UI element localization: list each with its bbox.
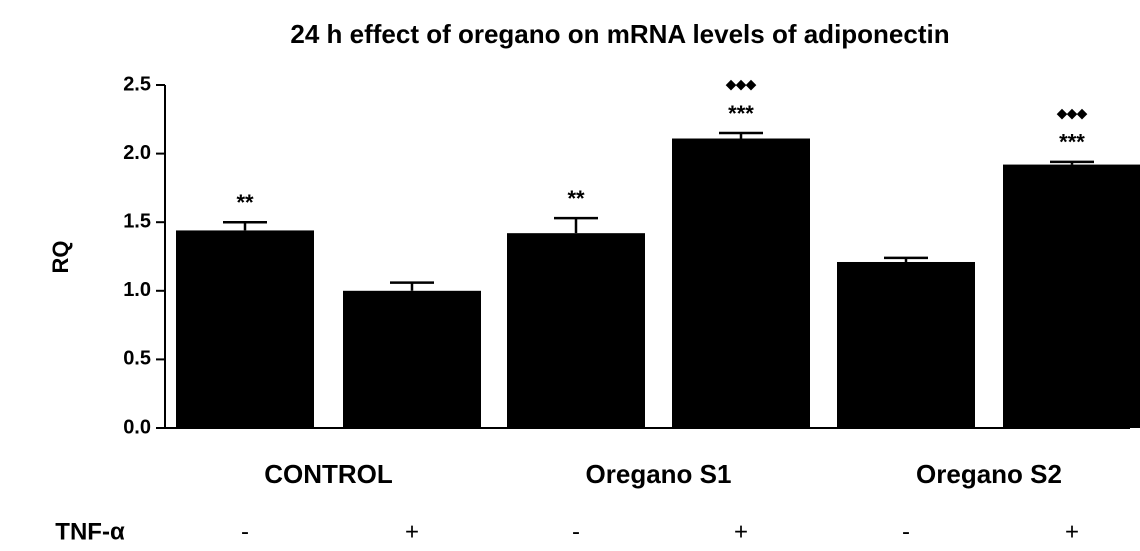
significance-diamonds: ◆◆◆ [725,76,757,91]
significance-diamonds: ◆◆◆ [1056,105,1088,120]
x-tick-label: - [241,518,249,545]
significance-stars: ** [567,186,585,211]
error-bar [884,256,928,262]
bar [343,290,481,428]
y-tick-label: 1.0 [123,279,151,301]
bar [176,230,314,428]
error-bar [719,131,763,139]
bar [837,261,975,428]
x-tick-label: + [405,518,419,545]
bar [1003,164,1140,429]
y-tick-label: 1.5 [123,210,151,232]
x-tick-label: + [734,518,748,545]
x-tick-label: - [902,518,910,545]
significance-stars: *** [1059,130,1085,155]
group-label: CONTROL [264,459,393,489]
row-label: TNF-α [55,518,125,545]
significance-stars: ** [236,190,254,215]
group-label: Oregano S2 [916,459,1062,489]
x-tick-label: + [1065,518,1079,545]
error-bar [223,220,267,231]
y-tick-label: 0.5 [123,348,151,370]
y-axis-label: RQ [48,241,73,274]
significance-stars: *** [728,101,754,126]
y-tick-label: 0.0 [123,416,151,438]
y-tick-label: 2.5 [123,73,151,95]
bar [507,233,645,428]
error-bar [390,281,434,291]
chart-title: 24 h effect of oregano on mRNA levels of… [290,19,949,49]
error-bar [554,216,598,234]
error-bar [1050,160,1094,165]
bar [672,138,810,428]
y-tick-label: 2.0 [123,142,151,164]
x-tick-label: - [572,518,580,545]
group-label: Oregano S1 [586,459,732,489]
